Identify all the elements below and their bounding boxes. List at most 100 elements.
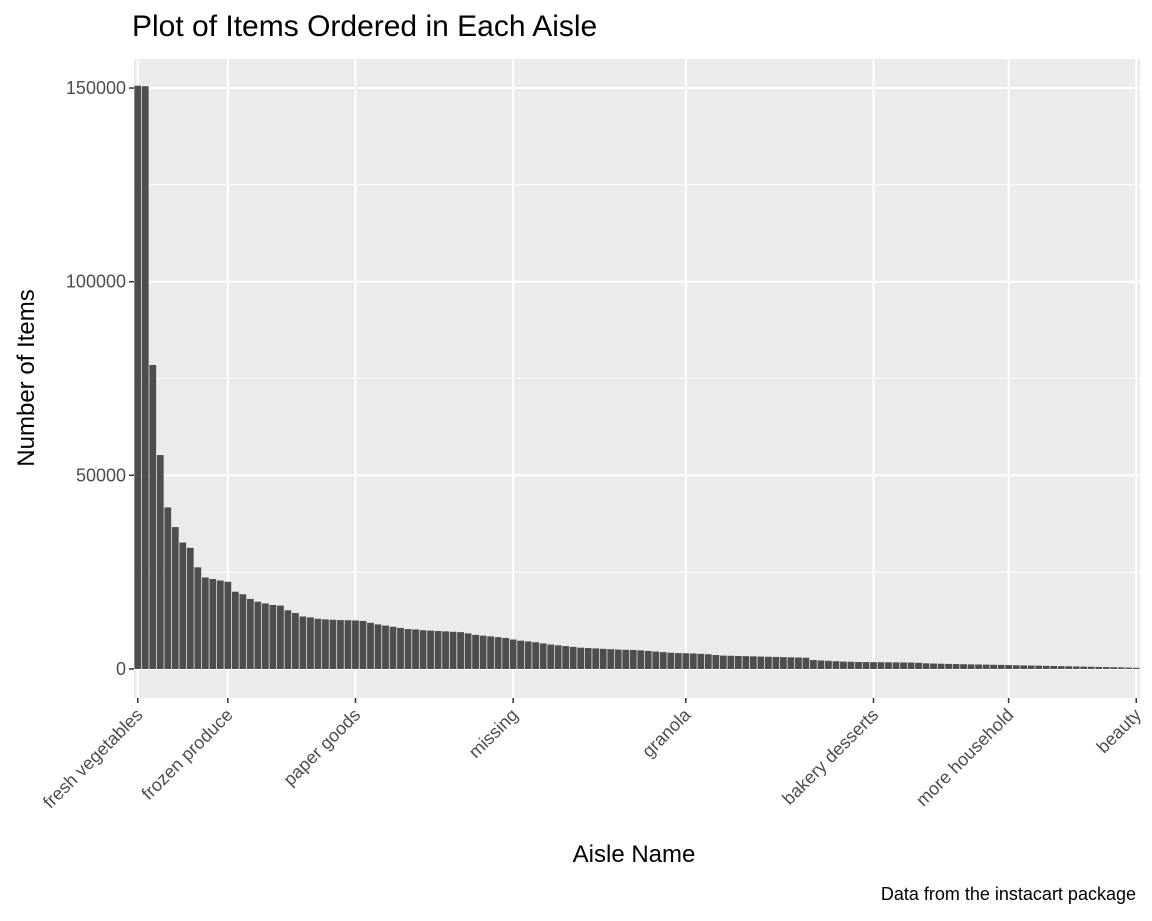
bar (967, 664, 975, 669)
bar (599, 648, 607, 669)
y-axis-title: Number of Items (13, 289, 40, 466)
bar (915, 662, 922, 669)
bar (269, 604, 277, 669)
bar (186, 547, 194, 669)
x-tick-label: granola (638, 704, 695, 761)
chart-title: Plot of Items Ordered in Each Aisle (132, 10, 597, 43)
bar (825, 660, 832, 669)
bar (359, 620, 367, 669)
bar (682, 653, 690, 669)
bar (1080, 666, 1088, 669)
bar (802, 657, 810, 669)
bar (307, 617, 314, 669)
bar (352, 620, 359, 669)
bar (787, 657, 795, 669)
bar (757, 656, 765, 669)
x-tick-label: more household (912, 705, 1017, 810)
bar (1065, 666, 1073, 669)
bar (847, 661, 855, 669)
bar (194, 567, 202, 669)
bar (652, 651, 660, 669)
bar (171, 527, 179, 669)
bar (855, 661, 862, 669)
bar (494, 637, 502, 669)
y-tick-label: 100000 (66, 272, 126, 292)
bar (509, 639, 517, 669)
bar (742, 656, 750, 669)
bar (231, 591, 239, 669)
bar (337, 620, 344, 669)
bar (554, 645, 562, 669)
bar (772, 656, 780, 669)
bar (524, 641, 532, 669)
x-tick-label: fresh vegetables (39, 705, 147, 813)
bar (659, 652, 667, 669)
bar (840, 661, 847, 669)
bar (810, 660, 817, 669)
bar (1095, 666, 1103, 669)
x-tick-label: paper goods (279, 705, 364, 790)
bar (374, 624, 382, 669)
bar (1132, 667, 1140, 669)
bar (201, 577, 209, 669)
bar (412, 629, 419, 669)
bar (795, 657, 802, 669)
bar (877, 662, 885, 669)
x-tick-label: beauty (1093, 705, 1145, 757)
bar (457, 632, 464, 669)
bar (1012, 665, 1020, 669)
bar (907, 662, 915, 669)
bar (592, 648, 600, 669)
x-tick-label: missing (465, 705, 522, 762)
bar (1057, 666, 1065, 669)
bar (502, 637, 509, 669)
bar (517, 640, 525, 669)
bar (719, 655, 727, 669)
bar (937, 663, 945, 669)
bar (622, 649, 630, 669)
bar (216, 580, 224, 669)
bar (697, 653, 705, 669)
bar (667, 652, 675, 669)
bar (689, 653, 697, 669)
bar (277, 605, 284, 669)
bar (637, 650, 645, 669)
bar (1035, 665, 1043, 669)
bar (479, 635, 487, 669)
bar (562, 646, 570, 669)
bar (885, 662, 892, 669)
bar (577, 647, 585, 669)
bar (419, 630, 427, 669)
bar (284, 610, 292, 669)
bar (141, 86, 149, 669)
bar (607, 649, 615, 669)
bar (1072, 666, 1080, 669)
bar (674, 653, 682, 669)
bar (614, 649, 622, 669)
bar (780, 657, 787, 669)
bar (472, 634, 479, 669)
bar (584, 648, 592, 669)
chart-caption: Data from the instacart package (881, 884, 1136, 904)
bar (727, 655, 735, 669)
bar (749, 656, 757, 669)
bar (900, 662, 907, 669)
x-axis-title: Aisle Name (573, 841, 696, 868)
bar (382, 625, 389, 669)
bar (1087, 666, 1095, 669)
bar (149, 364, 157, 669)
bar (1020, 665, 1028, 669)
bar (539, 643, 547, 669)
bar (1110, 667, 1118, 669)
bar (765, 656, 772, 669)
bar (397, 627, 404, 669)
bar (862, 662, 870, 669)
bar (569, 646, 577, 669)
bar (164, 507, 172, 669)
bar (832, 661, 840, 669)
bar (644, 650, 652, 669)
bar (329, 619, 337, 669)
bar (1027, 665, 1035, 669)
bar (1102, 667, 1110, 669)
